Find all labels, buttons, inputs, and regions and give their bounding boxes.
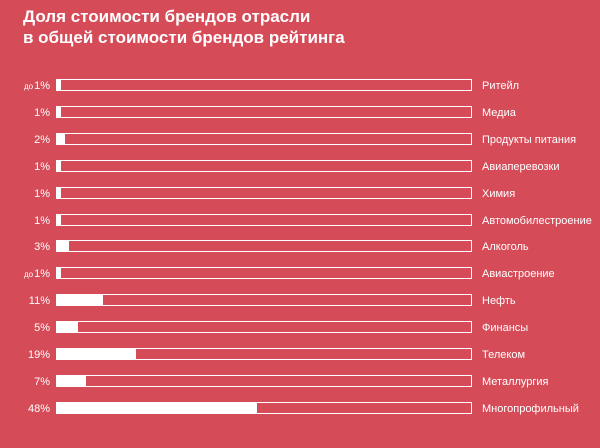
bar-row: 19% Телеком <box>0 347 600 363</box>
value-prefix: до <box>23 82 34 91</box>
category-label: Химия <box>482 187 516 200</box>
bar <box>57 295 103 306</box>
value-label: 1% <box>34 159 50 175</box>
value-label: 1% <box>34 105 50 121</box>
bar-track <box>56 348 472 360</box>
chart-title: Доля стоимости брендов отрасли в общей с… <box>23 6 345 48</box>
bar <box>57 214 62 225</box>
value-label: 2% <box>34 132 50 148</box>
bar-row: до1% Авиастроение <box>0 266 600 282</box>
value-text: 1% <box>34 214 50 227</box>
value-label: до1% <box>24 266 50 282</box>
category-label: Многопрофильный <box>482 402 579 415</box>
bar <box>57 349 137 359</box>
bar <box>57 106 62 117</box>
bar-track <box>56 267 472 280</box>
bar-track <box>56 105 472 118</box>
chart-title-line-1: Доля стоимости брендов отрасли <box>23 7 311 26</box>
bar-row: 1% Медиа <box>0 105 600 121</box>
bar <box>57 322 78 333</box>
bar-track <box>56 79 472 91</box>
value-text: 3% <box>34 241 50 254</box>
bar <box>57 268 62 279</box>
value-text: 5% <box>34 322 50 335</box>
value-label: 19% <box>28 347 50 363</box>
bar-track <box>56 132 472 145</box>
bar <box>57 375 87 386</box>
value-text: 2% <box>34 133 50 146</box>
value-text: 7% <box>34 375 50 388</box>
value-prefix: до <box>23 270 34 280</box>
bar <box>57 402 257 413</box>
category-label: Металлургия <box>482 375 549 388</box>
bar <box>57 241 70 252</box>
value-text: 11% <box>28 295 50 308</box>
value-label: 3% <box>34 239 50 255</box>
bar <box>57 133 66 144</box>
bar-track <box>56 321 472 334</box>
bar-track <box>56 401 472 414</box>
bar-row: 7% Металлургия <box>0 374 600 390</box>
value-text: 1% <box>34 187 50 200</box>
bar-row: 11% Нефть <box>0 293 600 309</box>
category-label: Авиастроение <box>482 268 555 281</box>
value-label: 48% <box>28 401 50 417</box>
bar-track <box>56 213 472 226</box>
value-text: 1% <box>34 268 50 281</box>
bar-track <box>56 240 472 253</box>
bar-row: 3% Алкоголь <box>0 239 600 255</box>
bar-row: 5% Финансы <box>0 320 600 336</box>
value-label: до1% <box>24 78 50 94</box>
bar-track <box>56 186 472 199</box>
bar-row: до1% Ритейл <box>0 78 600 94</box>
category-label: Телеком <box>482 349 526 361</box>
value-text: 1% <box>34 106 50 119</box>
value-label: 1% <box>34 186 50 202</box>
value-text: 1% <box>34 160 50 173</box>
bar-row: 1% Химия <box>0 186 600 202</box>
bar-track <box>56 374 472 387</box>
bar <box>57 187 62 198</box>
value-label: 7% <box>34 374 50 390</box>
value-text: 48% <box>27 402 50 415</box>
bar-track <box>56 294 472 307</box>
category-label: Продукты питания <box>482 133 577 146</box>
category-label: Нефть <box>482 295 516 308</box>
value-label: 11% <box>29 293 50 309</box>
chart-title-line-2: в общей стоимости брендов рейтинга <box>23 28 345 47</box>
bar-row: 1% Автомобилестроение <box>0 213 600 229</box>
category-label: Ритейл <box>482 80 520 92</box>
bar-row: 2% Продукты питания <box>0 132 600 148</box>
bar <box>57 160 62 171</box>
category-label: Финансы <box>482 322 529 335</box>
bar-row: 48% Многопрофильный <box>0 401 600 417</box>
value-text: 19% <box>27 349 50 361</box>
value-label: 5% <box>34 320 50 336</box>
bar-track <box>56 159 472 172</box>
category-label: Медиа <box>482 106 516 119</box>
category-label: Авиаперевозки <box>482 160 560 173</box>
bar-row: 1% Авиаперевозки <box>0 159 600 175</box>
value-label: 1% <box>34 213 50 229</box>
value-text: 1% <box>34 80 50 92</box>
category-label: Автомобилестроение <box>482 214 592 227</box>
bar <box>57 80 62 90</box>
category-label: Алкоголь <box>482 241 529 254</box>
